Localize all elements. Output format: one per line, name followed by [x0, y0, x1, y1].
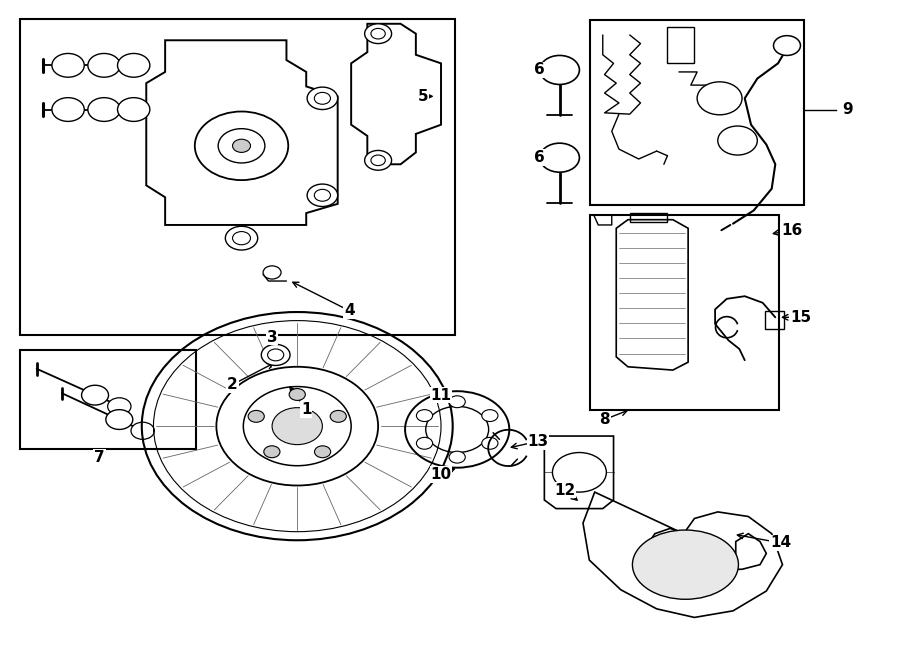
Text: 3: 3: [266, 330, 277, 344]
Circle shape: [106, 410, 133, 430]
Text: 14: 14: [770, 535, 791, 551]
Circle shape: [118, 54, 150, 77]
Circle shape: [88, 98, 121, 122]
Circle shape: [773, 36, 800, 56]
Text: 6: 6: [535, 62, 545, 77]
Circle shape: [289, 389, 305, 401]
Circle shape: [371, 28, 385, 39]
Text: 11: 11: [430, 387, 452, 403]
Circle shape: [482, 410, 498, 422]
Circle shape: [232, 231, 250, 245]
Bar: [764, 311, 784, 329]
Text: 2: 2: [227, 377, 238, 392]
Circle shape: [307, 184, 338, 206]
Text: 5: 5: [418, 89, 428, 104]
Circle shape: [225, 226, 257, 250]
Text: 9: 9: [842, 102, 852, 117]
Circle shape: [314, 446, 330, 457]
Circle shape: [364, 24, 392, 44]
Circle shape: [314, 189, 330, 201]
Text: 10: 10: [430, 467, 452, 482]
Circle shape: [449, 451, 465, 463]
Text: 15: 15: [790, 310, 811, 325]
Bar: [590, 20, 804, 205]
Circle shape: [307, 87, 338, 110]
Circle shape: [364, 151, 392, 171]
Bar: [590, 215, 778, 410]
Circle shape: [553, 453, 607, 492]
Circle shape: [194, 112, 288, 180]
Ellipse shape: [633, 530, 739, 600]
Text: 8: 8: [599, 412, 610, 427]
Circle shape: [108, 398, 131, 415]
Circle shape: [272, 408, 322, 445]
Circle shape: [482, 438, 498, 449]
Text: 12: 12: [554, 483, 576, 498]
Text: 13: 13: [527, 434, 549, 449]
Text: 1: 1: [301, 402, 311, 417]
Circle shape: [718, 126, 757, 155]
Circle shape: [371, 155, 385, 166]
Circle shape: [264, 446, 280, 457]
Bar: [21, 350, 195, 449]
Circle shape: [82, 385, 109, 405]
Circle shape: [417, 410, 433, 422]
Circle shape: [417, 438, 433, 449]
Circle shape: [263, 266, 281, 279]
Text: 4: 4: [344, 303, 355, 318]
Circle shape: [267, 349, 284, 361]
Text: 7: 7: [94, 449, 105, 465]
Text: 16: 16: [781, 223, 802, 238]
Circle shape: [314, 93, 330, 104]
Circle shape: [261, 344, 290, 366]
Circle shape: [118, 98, 150, 122]
Circle shape: [52, 98, 85, 122]
Circle shape: [540, 143, 580, 173]
Bar: [668, 27, 695, 63]
Text: 6: 6: [535, 150, 545, 165]
Circle shape: [540, 56, 580, 85]
Circle shape: [330, 410, 346, 422]
Circle shape: [449, 396, 465, 408]
Circle shape: [131, 422, 155, 440]
Circle shape: [218, 129, 265, 163]
Circle shape: [88, 54, 121, 77]
Circle shape: [698, 82, 742, 115]
Bar: [21, 19, 455, 335]
Circle shape: [232, 139, 250, 153]
Circle shape: [52, 54, 85, 77]
Circle shape: [248, 410, 265, 422]
